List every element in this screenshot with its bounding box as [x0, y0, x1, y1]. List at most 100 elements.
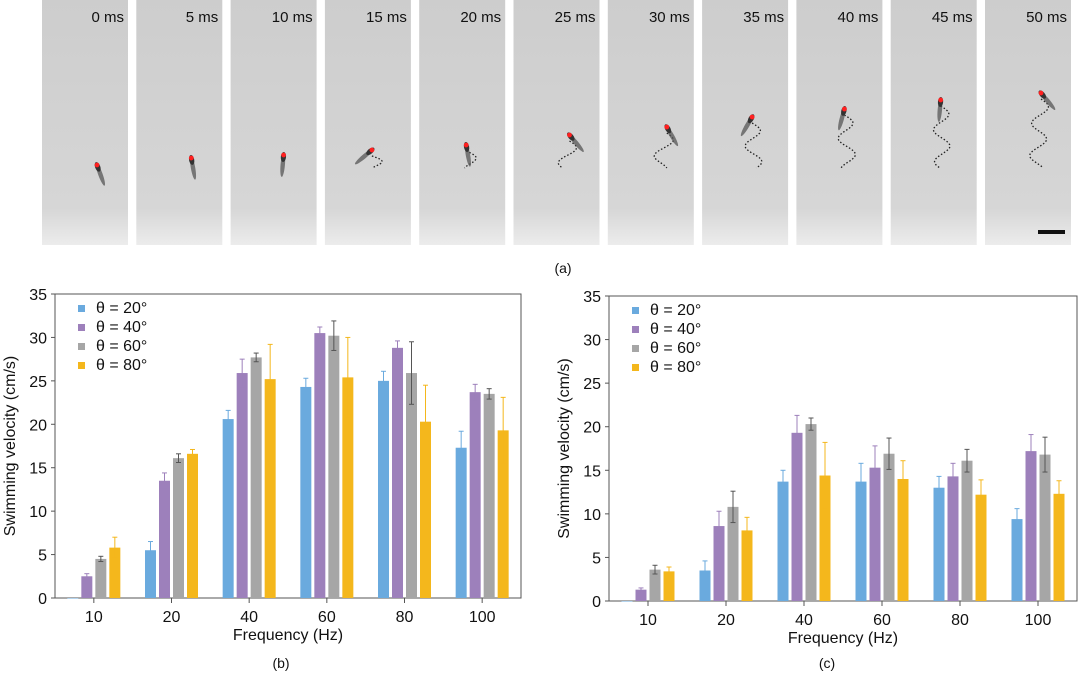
frame-time-label: 35 ms — [743, 9, 784, 26]
error-bar — [190, 448, 195, 459]
error-bar — [638, 587, 644, 592]
bar — [469, 392, 481, 598]
legend-label: θ = 60° — [650, 340, 701, 357]
frame-time-label: 45 ms — [932, 9, 973, 26]
frame-time-label: 0 ms — [91, 9, 124, 26]
frame-background — [607, 0, 694, 245]
bar — [869, 467, 881, 601]
bar — [145, 550, 156, 598]
error-bar — [666, 566, 672, 577]
error-bar — [900, 460, 906, 498]
video-frame: 20 ms — [419, 0, 506, 245]
error-bar — [808, 417, 814, 431]
y-tick-label: 0 — [592, 594, 601, 611]
robot-fish — [838, 106, 847, 131]
y-tick-label: 35 — [29, 287, 47, 304]
legend-swatch — [78, 324, 85, 331]
bar — [236, 373, 248, 598]
y-tick-label: 20 — [29, 417, 47, 434]
frame-background — [136, 0, 223, 245]
trajectory-trail — [653, 132, 675, 169]
bar — [791, 432, 803, 601]
video-frame: 35 ms — [702, 0, 789, 245]
error-bar — [950, 462, 956, 490]
legend-swatch — [632, 307, 639, 314]
legend-label: θ = 80° — [650, 359, 701, 376]
legend-label: θ = 20° — [650, 302, 701, 319]
robot-fish — [664, 124, 679, 147]
y-tick-label: 5 — [38, 548, 47, 565]
frame-background — [419, 0, 506, 245]
bar — [342, 377, 354, 598]
error-bar — [886, 437, 892, 470]
frame-background — [890, 0, 977, 245]
bar — [855, 481, 867, 601]
bar — [187, 453, 198, 598]
error-bar — [253, 352, 259, 363]
marker-dot — [938, 97, 944, 103]
x-tick-label: 40 — [240, 609, 258, 626]
x-axis-label: Frequency (Hz) — [788, 630, 898, 647]
marker-dot — [1038, 90, 1044, 96]
frame-time-label: 5 ms — [186, 9, 219, 26]
error-bar — [702, 560, 708, 581]
video-frame: 30 ms — [607, 0, 694, 245]
error-bar — [794, 414, 800, 451]
bar — [173, 458, 184, 598]
robot-fish — [354, 147, 375, 165]
frame-background — [702, 0, 789, 245]
frame-background — [985, 0, 1071, 245]
frame-time-label: 10 ms — [272, 9, 313, 26]
y-tick-label: 10 — [29, 504, 47, 521]
bar — [649, 569, 661, 601]
error-bar — [98, 555, 104, 563]
bar — [805, 424, 817, 601]
trajectory-trail — [932, 105, 951, 169]
marker-dot — [281, 152, 287, 158]
marker-dot — [463, 142, 469, 148]
error-bar — [936, 475, 942, 500]
bar — [621, 601, 633, 602]
bar — [455, 447, 467, 598]
error-bar — [225, 409, 231, 429]
trajectory-trail — [837, 114, 857, 169]
robot-fish — [567, 132, 584, 152]
robot-fish — [937, 97, 944, 122]
error-bar — [858, 462, 864, 501]
frame-time-label: 40 ms — [838, 9, 879, 26]
error-bar — [978, 479, 984, 510]
error-bar — [744, 516, 750, 544]
x-axis-label: Frequency (Hz) — [233, 627, 343, 644]
video-frame: 5 ms — [136, 0, 223, 245]
frame-time-label: 30 ms — [649, 9, 690, 26]
y-tick-label: 30 — [29, 330, 47, 347]
x-tick-label: 100 — [1025, 612, 1052, 629]
y-tick-label: 30 — [583, 333, 601, 350]
marker-dot — [94, 162, 100, 168]
scale-bar — [1038, 230, 1065, 234]
video-frame: 15 ms — [324, 0, 411, 245]
frame-background — [230, 0, 317, 245]
marker-dot — [369, 147, 375, 153]
bar — [975, 494, 987, 601]
legend-swatch — [78, 343, 85, 350]
error-bar — [1042, 436, 1048, 473]
error-bar — [331, 320, 337, 351]
bar — [67, 598, 79, 599]
bar — [897, 479, 909, 601]
legend-label: θ = 20° — [96, 300, 147, 317]
x-tick-label: 20 — [717, 612, 735, 629]
x-tick-label: 60 — [318, 609, 336, 626]
bar — [961, 460, 973, 601]
x-tick-label: 80 — [396, 609, 414, 626]
y-tick-label: 20 — [583, 420, 601, 437]
bar — [222, 419, 234, 598]
error-bar — [162, 472, 167, 490]
error-bar — [458, 430, 464, 465]
bar — [300, 386, 312, 598]
bar — [727, 506, 739, 601]
robot-fish — [188, 155, 197, 180]
error-bar — [176, 453, 181, 464]
video-frame: 50 ms — [985, 0, 1071, 245]
error-bar — [1028, 434, 1034, 469]
